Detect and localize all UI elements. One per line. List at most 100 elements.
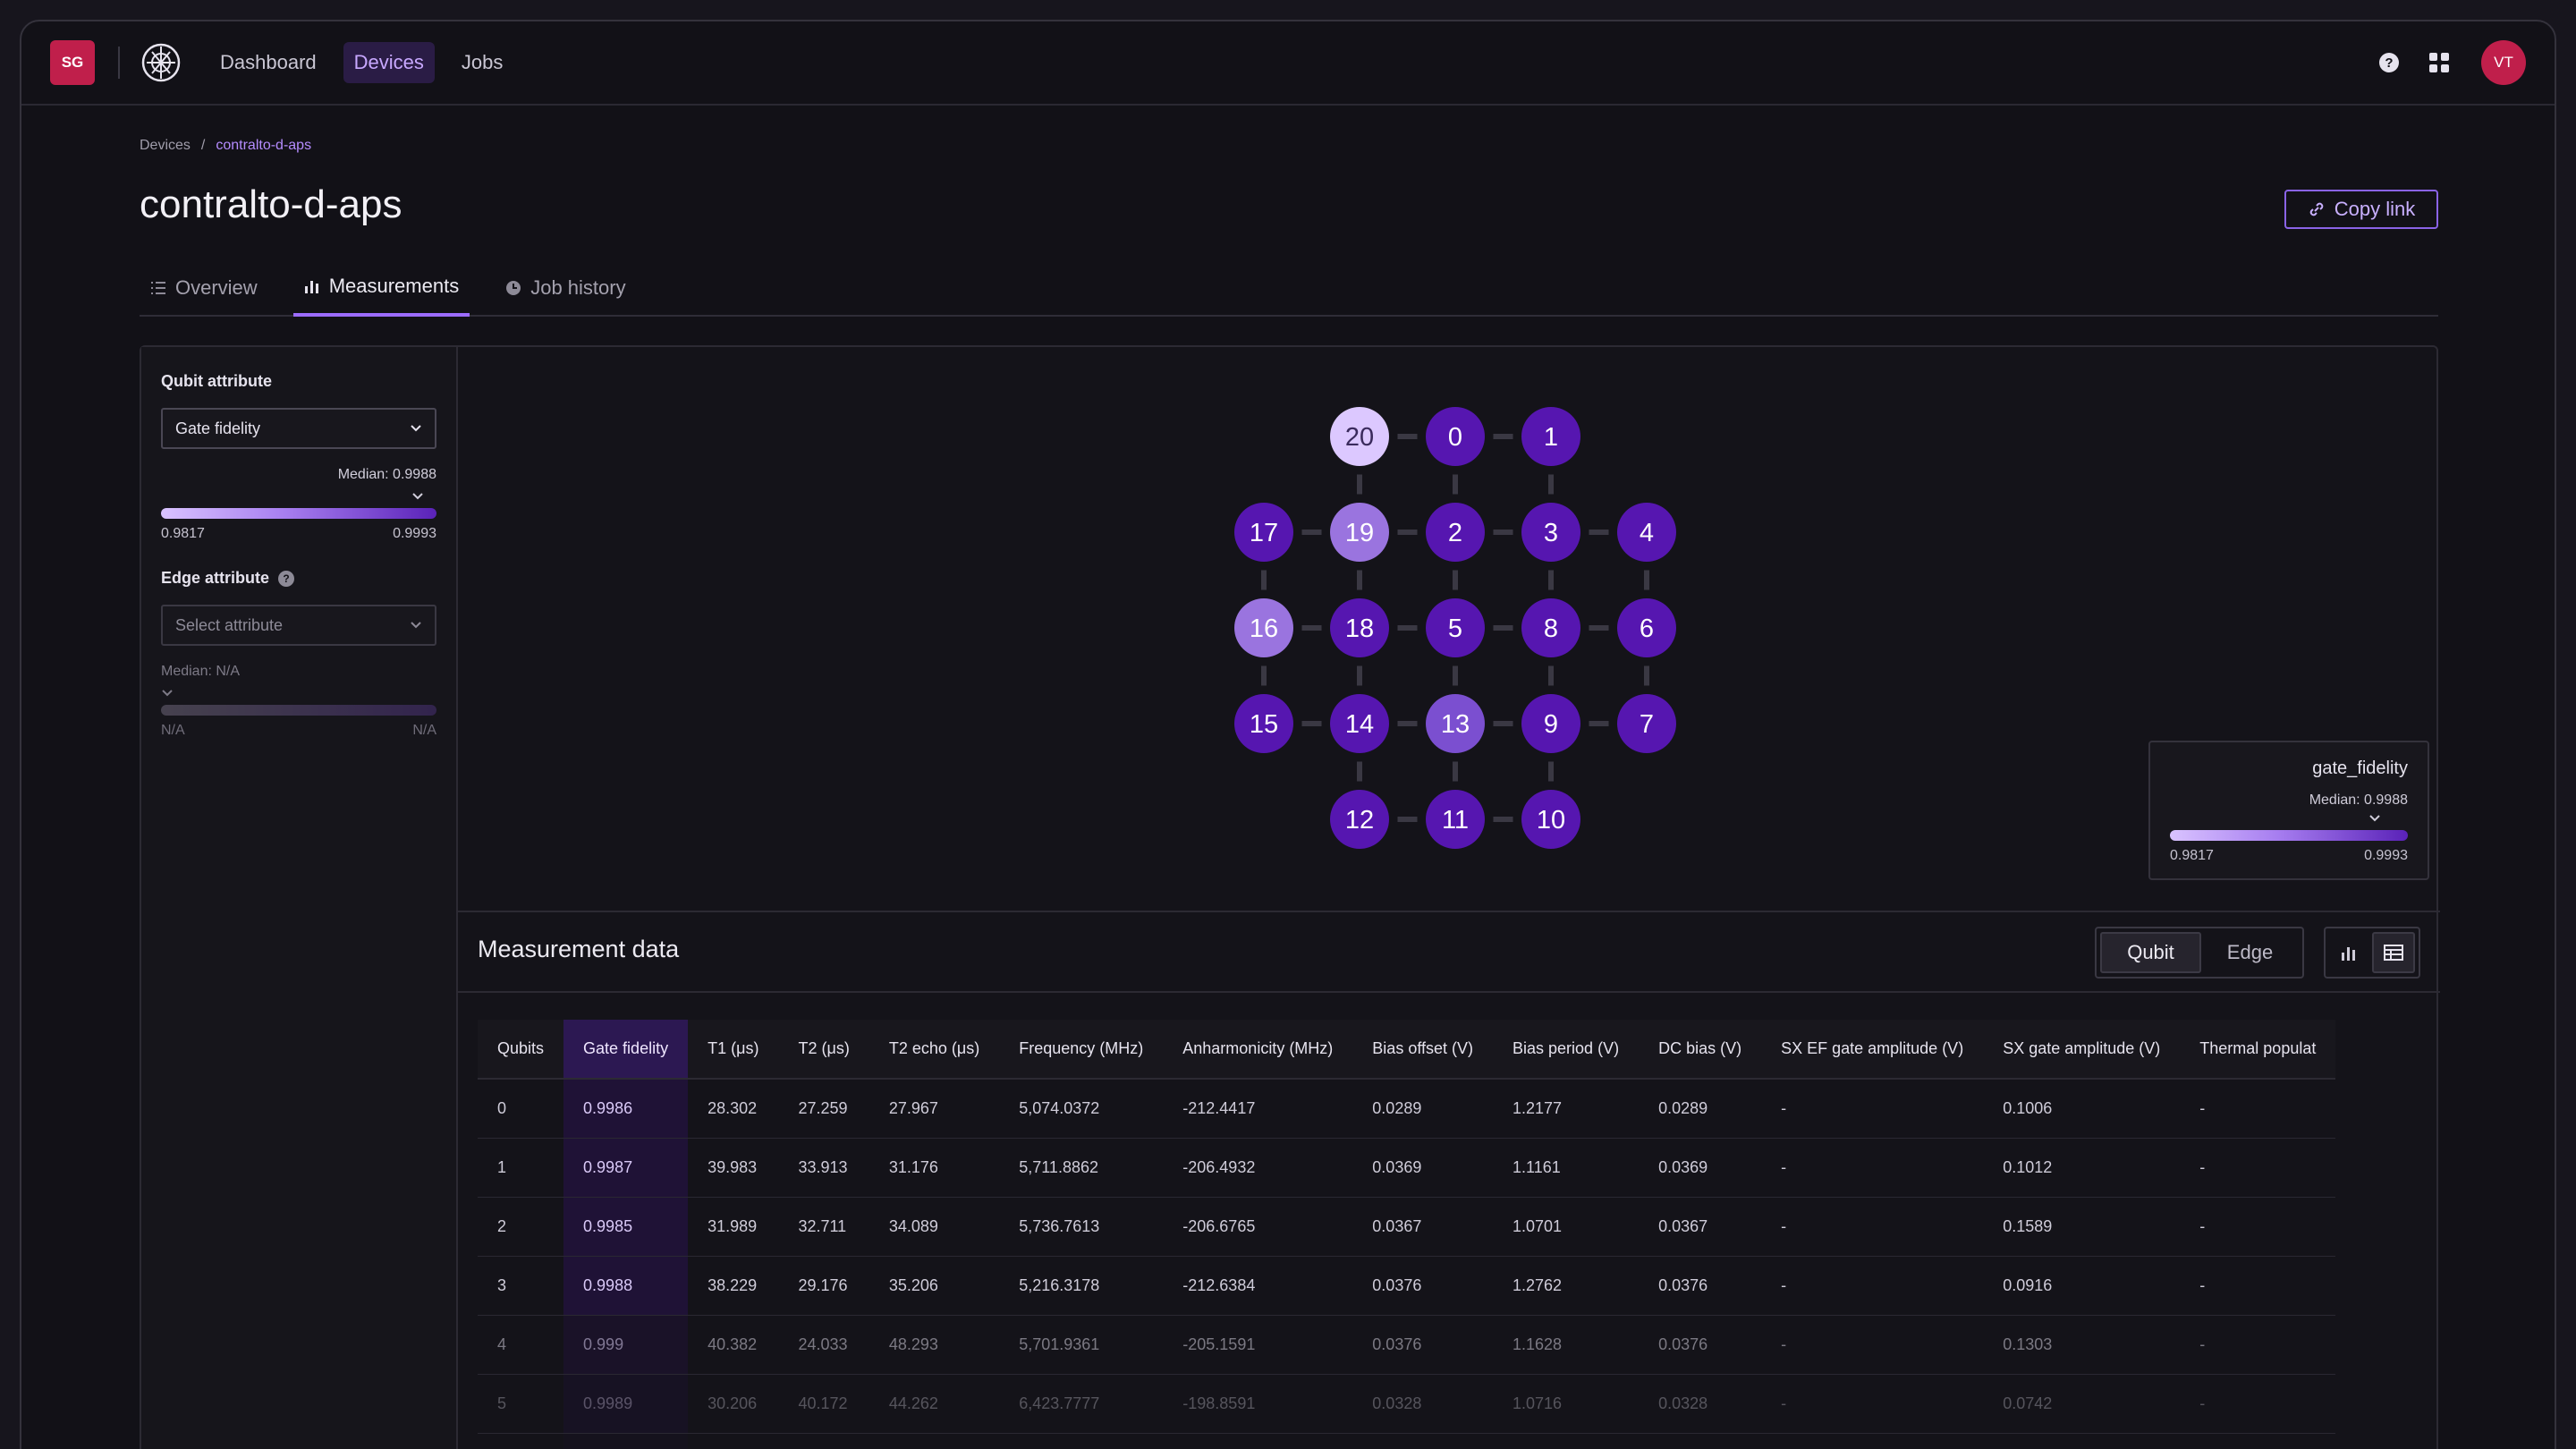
qubit-node[interactable]: 17 [1234, 503, 1293, 562]
qubit-attribute-select[interactable]: Gate fidelity [161, 408, 436, 449]
edge-attribute-select[interactable]: Select attribute [161, 605, 436, 646]
table-view-button[interactable] [2372, 932, 2415, 973]
measurement-table-scroll[interactable]: Qubits Gate fidelity T1 (μs) T2 (μs) T2 echo… [478, 1020, 2420, 1449]
qubit-node[interactable]: 16 [1234, 598, 1293, 657]
table-cell: 0.9986 [564, 1079, 689, 1139]
app-logo-icon[interactable] [140, 41, 182, 84]
table-cell: -198.8591 [1163, 1374, 1353, 1434]
column-header[interactable]: Bias offset (V) [1352, 1020, 1494, 1080]
qubit-node[interactable]: 13 [1426, 694, 1485, 753]
help-icon[interactable]: ? [278, 570, 295, 587]
column-header[interactable]: T1 (μs) [688, 1020, 779, 1080]
qubit-node-label: 1 [1544, 423, 1558, 452]
table-cell: 0.0369 [1352, 1138, 1494, 1198]
qubit-node[interactable]: 20 [1330, 407, 1389, 466]
column-header[interactable]: Qubits [478, 1020, 564, 1080]
qubit-node-circle[interactable] [1330, 598, 1389, 657]
qubit-node[interactable]: 3 [1521, 503, 1580, 562]
qubit-node[interactable]: 4 [1617, 503, 1676, 562]
toggle-qubit[interactable]: Qubit [2100, 932, 2201, 973]
qubit-node-circle[interactable] [1426, 694, 1485, 753]
copy-link-button[interactable]: Copy link [2284, 190, 2438, 229]
table-row[interactable]: 3 0.9988 38.229 29.176 35.206 5,216.3178 -212.… [478, 1256, 2336, 1316]
avatar[interactable]: VT [2481, 40, 2526, 85]
apps-grid-icon[interactable] [2429, 53, 2449, 72]
nav-dashboard[interactable]: Dashboard [220, 51, 317, 73]
qubit-node[interactable]: 10 [1521, 790, 1580, 849]
qubit-node[interactable]: 7 [1617, 694, 1676, 753]
qubit-node-label: 9 [1544, 710, 1558, 739]
org-badge[interactable]: SG [50, 40, 95, 85]
qubit-attribute-label: Qubit attribute [161, 372, 272, 390]
toggle-edge[interactable]: Edge [2226, 941, 2274, 963]
breadcrumb-current[interactable]: contralto-d-aps [216, 138, 312, 153]
qubit-node-circle[interactable] [1521, 790, 1580, 849]
table-row[interactable]: 5 0.9989 30.206 40.172 44.262 6,423.7777 -198.… [478, 1374, 2336, 1434]
qubit-node-circle[interactable] [1234, 503, 1293, 562]
qubit-node-circle[interactable] [1521, 694, 1580, 753]
help-icon[interactable]: ? [2379, 53, 2399, 72]
column-header[interactable]: Thermal populat [2180, 1020, 2336, 1080]
qubit-node[interactable]: 6 [1617, 598, 1676, 657]
qubit-node-circle[interactable] [1426, 790, 1485, 849]
qubit-node[interactable]: 0 [1426, 407, 1485, 466]
qubit-node[interactable]: 14 [1330, 694, 1389, 753]
qubit-node-circle[interactable] [1330, 503, 1389, 562]
qubit-node-circle[interactable] [1617, 694, 1676, 753]
tab-bar: Overview Measurements Job history [140, 259, 2438, 317]
table-cell: 0.0367 [1352, 1197, 1494, 1257]
table-row[interactable]: 2 0.9985 31.989 32.711 34.089 5,736.7613 -206.… [478, 1197, 2336, 1257]
tab-measurements[interactable]: Measurements [292, 259, 470, 317]
table-row[interactable]: 4 0.999 40.382 24.033 48.293 5,701.9361 -205.1… [478, 1315, 2336, 1375]
qubit-node[interactable]: 2 [1426, 503, 1485, 562]
column-header[interactable]: DC bias (V) [1639, 1020, 1762, 1080]
qubit-node[interactable]: 5 [1426, 598, 1485, 657]
table-cell: 28.302 [688, 1079, 779, 1139]
nav-jobs[interactable]: Jobs [461, 51, 504, 73]
qubit-node-circle[interactable] [1234, 694, 1293, 753]
qubit-node[interactable]: 1 [1521, 407, 1580, 466]
qubit-node[interactable]: 19 [1330, 503, 1389, 562]
qubit-node-circle[interactable] [1521, 503, 1580, 562]
qubit-node-label: 5 [1448, 614, 1462, 643]
qubit-node-circle[interactable] [1330, 694, 1389, 753]
qubit-node-circle[interactable] [1617, 598, 1676, 657]
column-header[interactable]: Gate fidelity [564, 1020, 689, 1080]
breadcrumb-devices[interactable]: Devices [140, 138, 191, 153]
column-header[interactable]: Bias period (V) [1493, 1020, 1640, 1080]
qubit-node[interactable]: 8 [1521, 598, 1580, 657]
chart-view-button[interactable] [2329, 932, 2368, 973]
table-cell: 4 [478, 1315, 564, 1375]
qubit-node[interactable]: 12 [1330, 790, 1389, 849]
qubit-node-circle[interactable] [1330, 790, 1389, 849]
table-cell: 5 [478, 1374, 564, 1434]
tab-job-history[interactable]: Job history [495, 259, 636, 317]
table-row[interactable]: 60.998831.00529.78427.905,041.1898-212.9… [478, 1433, 2336, 1449]
app-window: SG Dashboard Devices Jobs ? VT Devices /… [20, 20, 2556, 1449]
qubit-node-circle[interactable] [1521, 407, 1580, 466]
tab-overview[interactable]: Overview [140, 259, 268, 317]
column-header[interactable]: SX gate amplitude (V) [1983, 1020, 2181, 1080]
column-header[interactable]: T2 echo (μs) [869, 1020, 1000, 1080]
table-row[interactable]: 1 0.9987 39.983 33.913 31.176 5,711.8862 -206.… [478, 1138, 2336, 1198]
qubit-node-circle[interactable] [1521, 598, 1580, 657]
qubit-node-circle[interactable] [1426, 407, 1485, 466]
table-row[interactable]: 0 0.9986 28.302 27.259 27.967 5,074.0372 -212.… [478, 1079, 2336, 1139]
column-header[interactable]: T2 (μs) [778, 1020, 869, 1080]
qubit-node-circle[interactable] [1330, 407, 1389, 466]
qubit-node[interactable]: 15 [1234, 694, 1293, 753]
measurement-data-title: Measurement data [478, 936, 680, 962]
nav-devices[interactable]: Devices [343, 42, 435, 83]
divider [118, 47, 120, 79]
column-header[interactable]: Anharmonicity (MHz) [1163, 1020, 1353, 1080]
qubit-node-circle[interactable] [1234, 598, 1293, 657]
table-cell: 1.0716 [1493, 1374, 1640, 1434]
qubit-node-circle[interactable] [1426, 503, 1485, 562]
column-header[interactable]: SX EF gate amplitude (V) [1761, 1020, 1984, 1080]
qubit-node-circle[interactable] [1617, 503, 1676, 562]
qubit-node-circle[interactable] [1426, 598, 1485, 657]
qubit-node[interactable]: 11 [1426, 790, 1485, 849]
column-header[interactable]: Frequency (MHz) [999, 1020, 1164, 1080]
qubit-node[interactable]: 9 [1521, 694, 1580, 753]
qubit-node[interactable]: 18 [1330, 598, 1389, 657]
